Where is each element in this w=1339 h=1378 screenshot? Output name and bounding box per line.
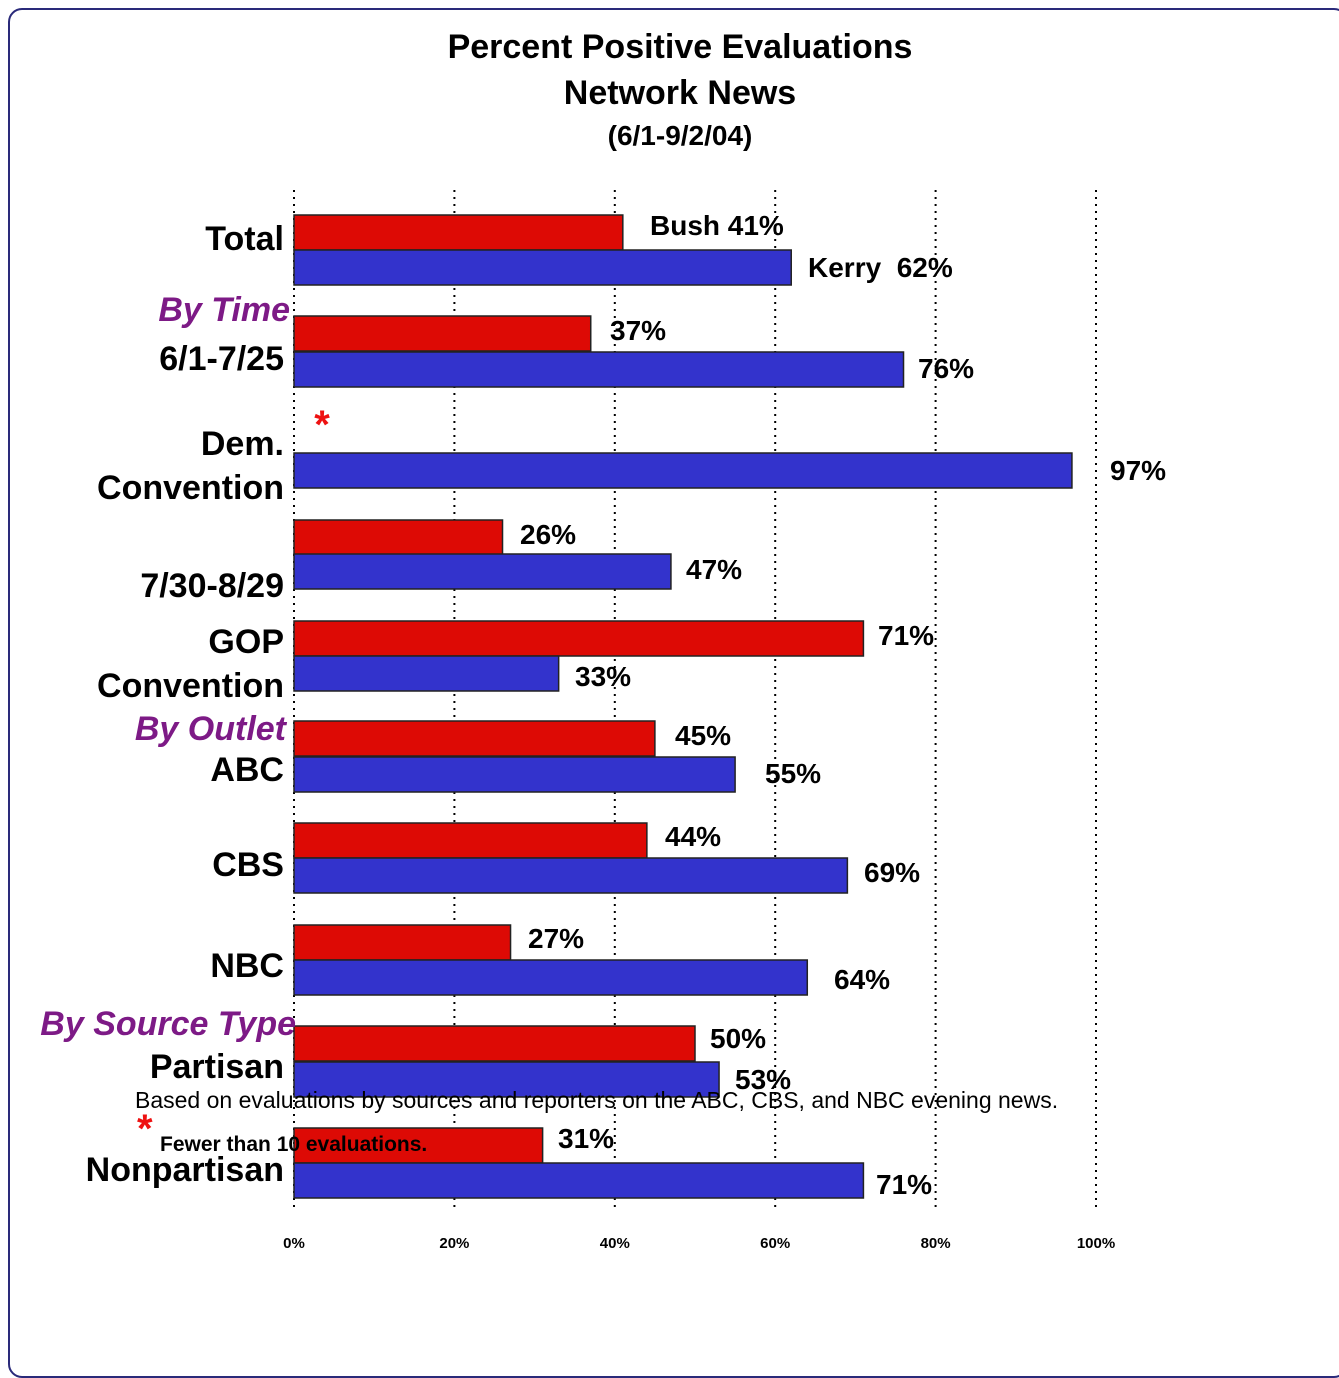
bar-bush <box>293 1127 544 1164</box>
bar-bush <box>293 924 512 961</box>
data-label-kerry: 33% <box>575 661 631 692</box>
data-label-bush: 50% <box>710 1023 766 1054</box>
category-label: 7/30-8/29 <box>140 567 284 605</box>
category-label: Dem. <box>201 425 284 463</box>
chart-title: Percent Positive Evaluations <box>447 28 913 66</box>
group-label: By Time <box>158 291 290 329</box>
x-tick-label: 80% <box>921 1235 951 1252</box>
bar-kerry <box>293 1162 865 1199</box>
category-label: 6/1-7/25 <box>159 340 284 378</box>
bar-kerry <box>293 1061 720 1098</box>
category-label: Convention <box>97 469 284 507</box>
data-label-bush: 26% <box>520 519 576 550</box>
data-label-bush: 37% <box>610 315 666 346</box>
data-label-bush: 44% <box>665 821 721 852</box>
bar-kerry <box>293 351 905 388</box>
x-tick-label: 60% <box>760 1235 790 1252</box>
data-label-bush: 31% <box>558 1123 614 1154</box>
data-label-bush: 71% <box>878 620 934 651</box>
group-label: By Outlet <box>135 710 288 748</box>
data-label-kerry: 53% <box>735 1064 791 1095</box>
category-label: Partisan <box>150 1048 284 1086</box>
bar-kerry <box>293 959 809 996</box>
bar-bush <box>293 1025 696 1062</box>
bar-chart: 0% 20% 40% 60% 80% 100% Bush 41% Kerry 62% Total… <box>40 190 1166 1252</box>
data-label-kerry: 64% <box>834 964 890 995</box>
bar-kerry <box>293 857 849 894</box>
category-label: Convention <box>97 667 284 705</box>
bar-bush <box>293 822 648 859</box>
data-label-kerry: 47% <box>686 554 742 585</box>
category-label: Nonpartisan <box>86 1151 284 1189</box>
bar-kerry <box>293 452 1073 489</box>
data-label-kerry: 97% <box>1110 455 1166 486</box>
asterisk-marker: * <box>314 403 330 447</box>
x-tick-label: 0% <box>283 1235 305 1252</box>
bar-bush <box>293 519 504 556</box>
x-tick-label: 100% <box>1077 1235 1115 1252</box>
data-label-bush: 27% <box>528 923 584 954</box>
asterisk-note: Fewer than 10 evaluations. <box>160 1133 428 1156</box>
bar-kerry <box>293 249 792 286</box>
asterisk-icon: * <box>137 1107 153 1151</box>
bar-bush <box>293 720 656 757</box>
footnote: Based on evaluations by sources and repo… <box>135 1087 1059 1113</box>
chart-date-range: (6/1-9/2/04) <box>607 120 753 151</box>
bar-kerry <box>293 553 672 590</box>
bar-bush <box>293 315 592 352</box>
data-label-bush: Bush 41% <box>650 210 784 241</box>
data-label-kerry: 71% <box>876 1169 932 1200</box>
data-label-kerry: 76% <box>918 353 974 384</box>
data-label-kerry: 69% <box>864 857 920 888</box>
category-label: CBS <box>212 846 284 884</box>
bar-bush <box>293 620 865 657</box>
data-label-bush: 45% <box>675 720 731 751</box>
group-label: By Source Type <box>40 1005 296 1043</box>
x-tick-label: 40% <box>600 1235 630 1252</box>
category-label: Total <box>205 220 284 258</box>
bar-bush <box>293 214 624 251</box>
chart-subtitle: Network News <box>563 74 797 112</box>
data-label-kerry: 55% <box>765 758 821 789</box>
x-tick-label: 20% <box>439 1235 469 1252</box>
bar-kerry <box>293 655 560 692</box>
category-label: GOP <box>208 623 284 661</box>
data-label-kerry: Kerry 62% <box>808 252 953 283</box>
category-label: NBC <box>210 947 284 985</box>
bar-kerry <box>293 756 736 793</box>
category-label: ABC <box>210 751 284 789</box>
